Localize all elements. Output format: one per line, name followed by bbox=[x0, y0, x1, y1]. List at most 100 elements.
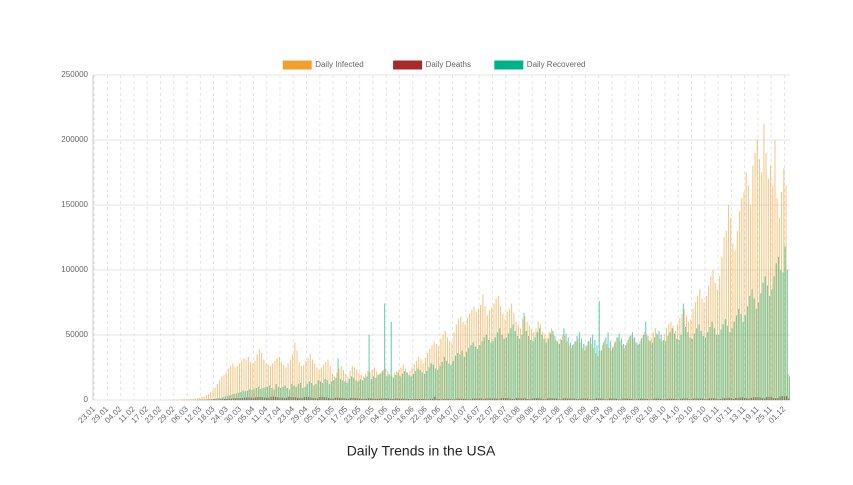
bar bbox=[425, 358, 426, 400]
bar bbox=[579, 332, 580, 400]
bar bbox=[787, 270, 788, 400]
bar bbox=[555, 336, 556, 400]
bar bbox=[716, 335, 717, 400]
bar bbox=[609, 348, 610, 400]
bar bbox=[725, 319, 726, 400]
bar bbox=[337, 373, 338, 400]
bar bbox=[663, 340, 664, 400]
bar bbox=[382, 371, 383, 400]
bar bbox=[379, 374, 380, 400]
bar bbox=[749, 296, 750, 400]
bar bbox=[571, 348, 572, 400]
bar bbox=[540, 325, 541, 400]
bar bbox=[229, 395, 230, 400]
bar bbox=[653, 332, 654, 400]
bar bbox=[497, 332, 498, 400]
bar bbox=[754, 299, 755, 400]
bar bbox=[717, 290, 718, 401]
bar bbox=[507, 312, 508, 400]
bar bbox=[510, 329, 511, 401]
legend-swatch bbox=[394, 61, 422, 69]
bar bbox=[391, 322, 392, 400]
bar bbox=[518, 325, 519, 400]
bar bbox=[267, 387, 268, 400]
bar bbox=[432, 345, 433, 400]
bar bbox=[213, 390, 214, 400]
bar bbox=[769, 296, 770, 400]
bar bbox=[580, 343, 581, 400]
bar bbox=[558, 343, 559, 400]
bar bbox=[259, 349, 260, 400]
bar bbox=[275, 361, 276, 400]
bar bbox=[260, 389, 261, 400]
bar bbox=[306, 361, 307, 400]
bar bbox=[644, 332, 645, 400]
bar bbox=[248, 357, 249, 400]
bar bbox=[477, 349, 478, 400]
legend-label: Daily Infected bbox=[315, 60, 363, 69]
bar bbox=[606, 338, 607, 400]
bar bbox=[383, 370, 384, 400]
bar bbox=[614, 343, 615, 400]
bar bbox=[560, 339, 561, 400]
bar bbox=[708, 286, 709, 400]
bar bbox=[349, 379, 350, 400]
bar bbox=[441, 339, 442, 400]
bar bbox=[542, 332, 543, 400]
bar bbox=[291, 384, 292, 400]
bar bbox=[344, 382, 345, 400]
bar bbox=[403, 365, 404, 400]
bar bbox=[274, 390, 275, 400]
bar bbox=[564, 336, 565, 400]
bar bbox=[584, 351, 585, 400]
bar bbox=[737, 231, 738, 400]
bar bbox=[410, 371, 411, 400]
bar bbox=[721, 330, 722, 400]
bar bbox=[330, 366, 331, 400]
bar bbox=[460, 355, 461, 401]
bar bbox=[278, 387, 279, 400]
bar bbox=[348, 377, 349, 400]
bar bbox=[781, 192, 782, 400]
bar bbox=[598, 356, 599, 400]
bar bbox=[661, 335, 662, 400]
bar bbox=[601, 351, 602, 400]
bar bbox=[741, 314, 742, 400]
bar bbox=[465, 325, 466, 400]
bar bbox=[434, 342, 435, 401]
bar bbox=[535, 338, 536, 400]
bar bbox=[699, 325, 700, 400]
bar bbox=[573, 344, 574, 400]
bar bbox=[375, 378, 376, 400]
bar bbox=[448, 364, 449, 400]
bar bbox=[592, 335, 593, 400]
bar bbox=[442, 362, 443, 400]
bar bbox=[345, 374, 346, 400]
bar bbox=[258, 387, 259, 400]
bar bbox=[362, 381, 363, 401]
y-tick-label: 250000 bbox=[61, 70, 88, 79]
bar bbox=[686, 316, 687, 401]
bar bbox=[236, 394, 237, 401]
bar bbox=[407, 373, 408, 400]
bar bbox=[343, 370, 344, 400]
bar bbox=[323, 365, 324, 400]
bar bbox=[212, 399, 213, 400]
bar bbox=[272, 364, 273, 400]
bar bbox=[286, 368, 287, 401]
bar bbox=[643, 335, 644, 400]
bar bbox=[336, 378, 337, 400]
bar bbox=[360, 379, 361, 400]
bar bbox=[758, 303, 759, 401]
bar bbox=[215, 388, 216, 400]
bar bbox=[713, 270, 714, 400]
bar bbox=[297, 351, 298, 400]
bar bbox=[320, 382, 321, 400]
bar bbox=[352, 366, 353, 400]
bar bbox=[283, 365, 284, 400]
bar bbox=[632, 332, 633, 400]
bar bbox=[396, 371, 397, 400]
bar bbox=[521, 335, 522, 400]
bar bbox=[572, 345, 573, 400]
bar bbox=[578, 339, 579, 400]
